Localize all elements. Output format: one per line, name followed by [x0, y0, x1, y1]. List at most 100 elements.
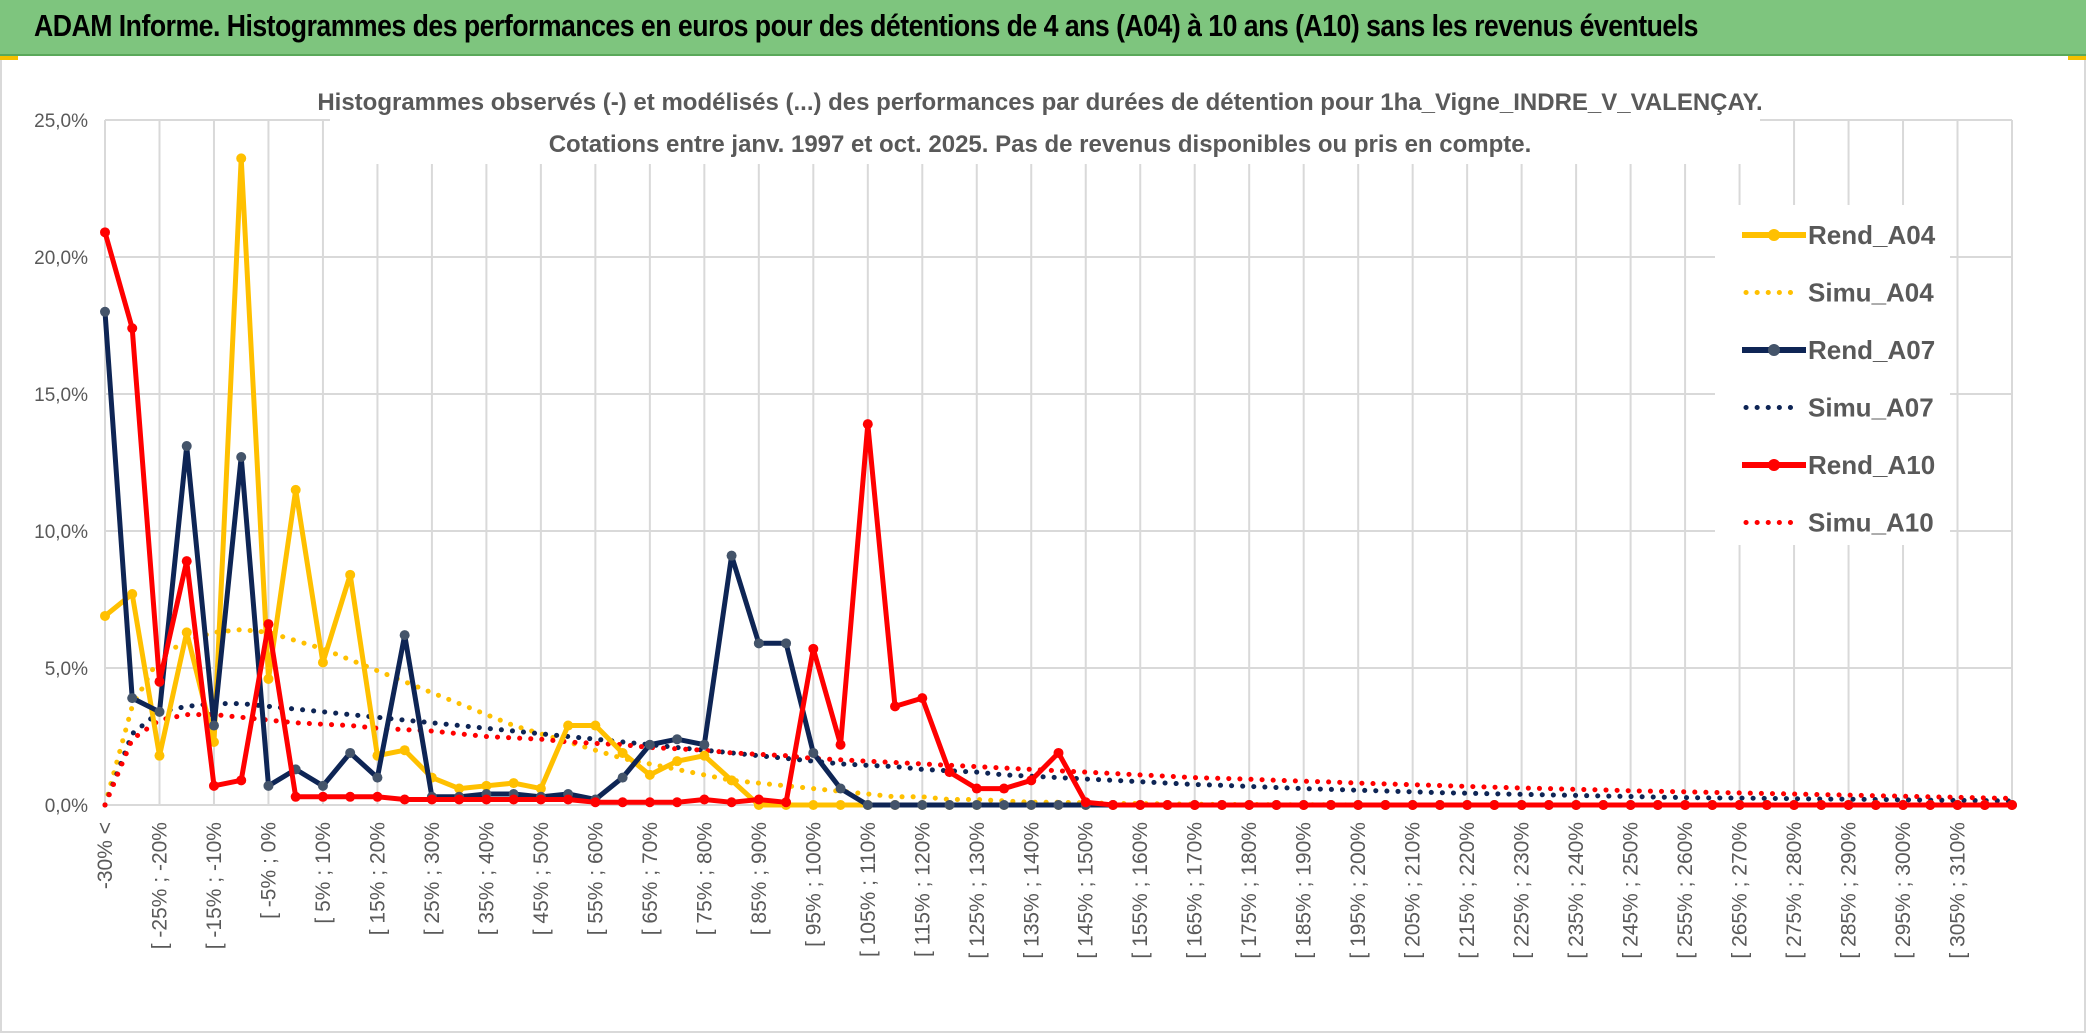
- data-point: [1925, 800, 1936, 810]
- y-tick-label: 25,0%: [34, 111, 88, 132]
- data-point: [726, 775, 737, 786]
- data-point: [1026, 775, 1037, 786]
- data-point: [290, 484, 301, 495]
- data-point: [1053, 747, 1064, 758]
- data-point: [835, 783, 846, 794]
- data-point: [154, 706, 165, 717]
- data-point: [1162, 800, 1173, 810]
- data-point: [100, 610, 110, 621]
- data-point: [1434, 800, 1445, 810]
- legend-item: Simu_A10: [1743, 508, 1934, 538]
- x-tick-label: [ 105% ; 110%: [857, 822, 880, 957]
- data-point: [127, 323, 138, 334]
- data-point: [181, 441, 192, 452]
- y-axis-ticks: 0,0% 5,0% 10,0% 15,0% 20,0% 25,0%: [34, 111, 88, 817]
- data-point: [1244, 800, 1255, 810]
- data-point: [236, 775, 247, 786]
- data-point: [1080, 797, 1091, 808]
- legend-marker: [1768, 229, 1780, 241]
- legend: Rend_A04 Simu_A04 Rend_A07 Simu_A07 Rend_A10…: [1742, 220, 1936, 538]
- x-tick-label: [ 185% ; 190%: [1293, 822, 1316, 959]
- x-tick-label: [ 155% ; 160%: [1129, 822, 1152, 959]
- data-point: [999, 783, 1010, 794]
- data-point: [726, 550, 737, 561]
- data-point: [1734, 800, 1745, 810]
- x-axis-ticks: -30% < [ -25% ; -20% [ -15% ; -10% [ -5% ; …: [94, 822, 1970, 959]
- data-point: [1979, 800, 1990, 810]
- y-tick-label: 15,0%: [34, 385, 88, 406]
- chart-frame: [0, 56, 2086, 1033]
- data-point: [672, 797, 683, 808]
- data-point: [1707, 800, 1718, 810]
- legend-label: Rend_A04: [1808, 220, 1936, 250]
- x-tick-label: [ 205% ; 210%: [1402, 822, 1425, 959]
- x-tick-label: [ 245% ; 250%: [1620, 822, 1643, 959]
- x-tick-label: [ 85% ; 90%: [748, 822, 771, 935]
- data-point: [753, 638, 764, 649]
- data-point: [944, 800, 955, 810]
- data-point: [208, 720, 219, 731]
- series-simu-a10: [102, 712, 2015, 808]
- data-point: [181, 556, 192, 567]
- data-point: [154, 676, 165, 687]
- data-point: [263, 619, 274, 630]
- legend-label: Simu_A07: [1808, 393, 1934, 423]
- legend-item: Rend_A10: [1742, 450, 1935, 480]
- data-point: [590, 720, 601, 731]
- data-point: [699, 739, 710, 750]
- data-point: [1898, 800, 1909, 810]
- data-point: [1571, 800, 1582, 810]
- data-point: [508, 778, 519, 789]
- data-point: [2007, 800, 2017, 810]
- data-point: [808, 747, 819, 758]
- data-point: [1216, 800, 1227, 810]
- x-tick-label: [ 225% ; 230%: [1511, 822, 1534, 959]
- legend-item: Simu_A07: [1743, 393, 1934, 423]
- data-point: [1325, 800, 1336, 810]
- data-point: [1462, 800, 1473, 810]
- data-point: [999, 800, 1010, 810]
- data-point: [1516, 800, 1527, 810]
- x-tick-label: [ 195% ; 200%: [1347, 822, 1370, 959]
- data-point: [535, 783, 546, 794]
- data-point: [1026, 800, 1037, 810]
- data-point: [753, 794, 764, 805]
- x-tick-label: [ 295% ; 300%: [1892, 822, 1915, 959]
- subtitle-background: [330, 82, 1760, 164]
- data-point: [100, 306, 110, 317]
- x-tick-label: [ 145% ; 150%: [1075, 822, 1098, 959]
- data-point: [399, 745, 410, 756]
- data-point: [481, 780, 492, 791]
- page-title: ADAM Informe. Histogrammes des performan…: [34, 8, 1698, 43]
- header-bar: ADAM Informe. Histogrammes des performan…: [0, 0, 2086, 56]
- x-tick-label: [ 305% ; 310%: [1947, 822, 1970, 959]
- data-point: [890, 701, 901, 712]
- y-tick-label: 0,0%: [45, 796, 88, 817]
- data-point: [617, 772, 628, 783]
- legend-marker: [1768, 344, 1780, 356]
- legend-label: Simu_A10: [1808, 508, 1934, 538]
- data-point: [508, 794, 519, 805]
- x-tick-label: [ 5% ; 10%: [312, 822, 335, 924]
- data-point: [454, 794, 465, 805]
- series-simu-a07: [102, 701, 2015, 808]
- data-point: [1053, 800, 1064, 810]
- data-point: [644, 739, 655, 750]
- data-point: [1107, 800, 1118, 810]
- data-point: [1189, 800, 1200, 810]
- data-point: [672, 734, 683, 745]
- data-point: [1843, 800, 1854, 810]
- data-point: [127, 693, 138, 704]
- data-point: [1680, 800, 1691, 810]
- data-point: [699, 750, 710, 761]
- legend-label: Simu_A04: [1808, 278, 1934, 308]
- x-tick-label: [ 95% ; 100%: [802, 822, 825, 947]
- data-point: [781, 797, 792, 808]
- y-tick-label: 10,0%: [34, 522, 88, 543]
- x-tick-label: [ 255% ; 260%: [1674, 822, 1697, 959]
- legend-item: Rend_A07: [1742, 335, 1935, 365]
- data-point: [835, 739, 846, 750]
- x-tick-label: [ 265% ; 270%: [1729, 822, 1752, 959]
- x-tick-label: [ 45% ; 50%: [530, 822, 553, 935]
